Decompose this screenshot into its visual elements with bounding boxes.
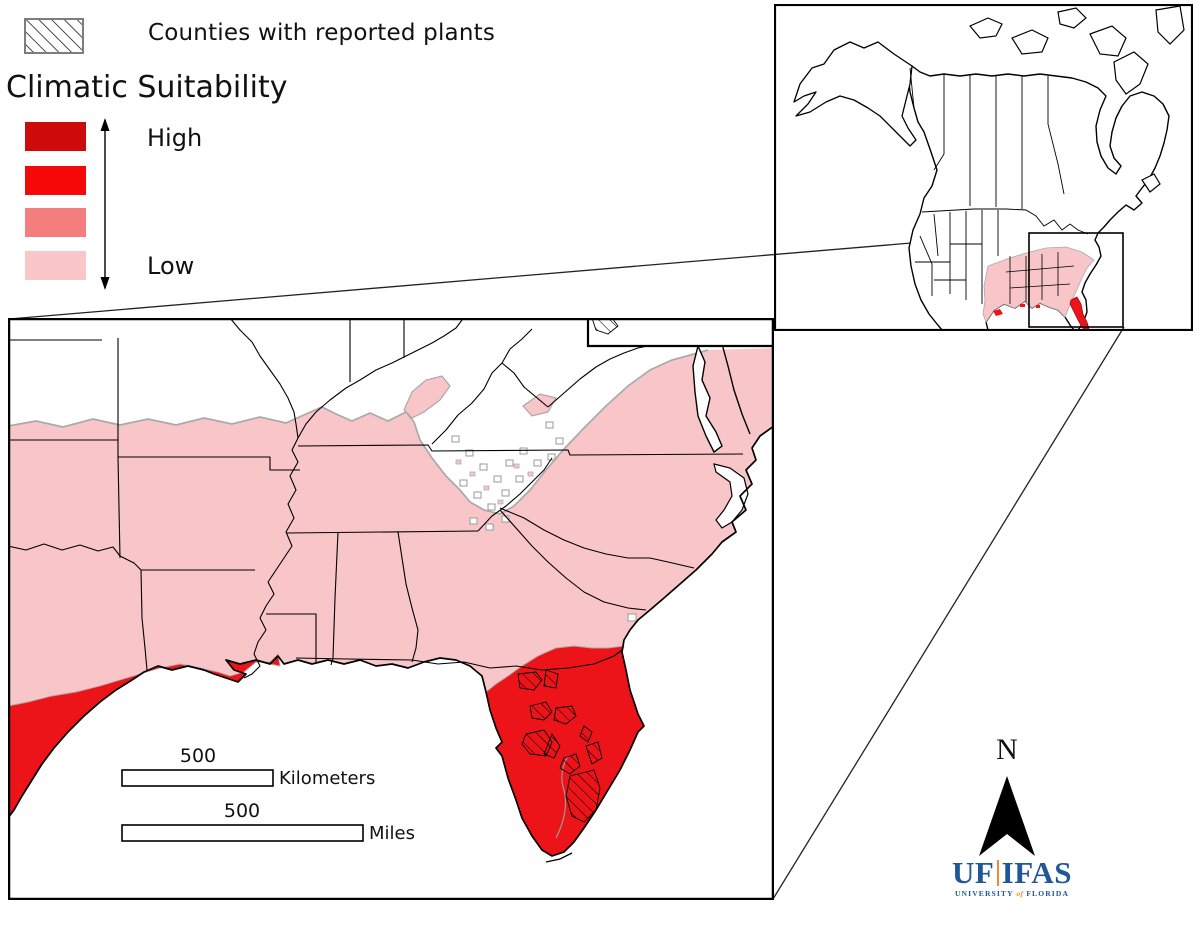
logo-tagline-university: UNIVERSITY — [954, 889, 1014, 898]
inset-se-state-lines — [1005, 252, 1075, 304]
main-map: 500 Kilometers 500 Miles — [8, 318, 774, 900]
low-suitability-patch — [403, 375, 451, 419]
alaska-outline — [793, 41, 917, 147]
inset-low-suitability — [982, 246, 1095, 323]
state-boundaries — [8, 318, 744, 679]
florida-keys — [545, 852, 573, 863]
coastline — [8, 425, 774, 857]
inset-extent-box — [1028, 232, 1124, 328]
frame-notch-border — [586, 318, 774, 348]
logo-tagline-florida: FLORIDA — [1026, 889, 1070, 898]
unsuitable-speckles — [451, 421, 637, 622]
north-label: N — [996, 733, 1018, 766]
ramp-swatch-med-high — [25, 166, 86, 195]
logo-ifas: IFAS — [1001, 855, 1072, 890]
ramp-swatch-med-low — [25, 208, 86, 237]
logo-divider-bar — [997, 860, 999, 886]
north-america-outline — [907, 65, 1170, 331]
scale-bar-miles: 500 Miles — [121, 800, 415, 844]
reported-counties-hatched — [517, 318, 619, 823]
low-suitability-patch — [522, 393, 557, 417]
high-suitability-florida — [485, 645, 645, 857]
uf-ifas-logo: UF IFAS UNIVERSITY of FLORIDA — [952, 855, 1072, 898]
suitability-ramp — [25, 122, 86, 282]
ramp-high-label: High — [147, 124, 203, 152]
ramp-low-label: Low — [147, 252, 195, 280]
outer-banks-sound — [713, 463, 749, 529]
north-arrow-icon — [979, 776, 1035, 856]
frame-notch — [588, 318, 774, 346]
inset-frame — [774, 4, 1193, 331]
delmarva-coast — [721, 343, 751, 435]
suitable-speckles — [455, 459, 534, 505]
scale-bar-kilometers: 500 Kilometers — [121, 745, 375, 789]
inset-high-suitability-coast-dots — [993, 304, 1040, 316]
logo-uf: UF — [952, 855, 995, 890]
reported-counties-label: Counties with reported plants — [148, 20, 496, 46]
chesapeake-bay — [692, 343, 723, 454]
legend-title: Climatic Suitability — [6, 70, 288, 105]
logo-tagline-of: of — [1016, 889, 1024, 898]
suitability-boundary — [8, 349, 709, 515]
reported-counties-swatch — [24, 18, 84, 54]
scale-mi-value: 500 — [224, 800, 260, 822]
main-map-frame — [8, 318, 774, 900]
arctic-islands — [969, 5, 1185, 193]
ramp-swatch-high — [25, 122, 86, 151]
scale-km-value: 500 — [180, 745, 216, 767]
scale-km-unit: Kilometers — [279, 768, 375, 789]
inset-overview-map — [774, 4, 1193, 331]
ramp-arrow-icon — [100, 118, 110, 290]
ramp-swatch-low — [25, 251, 86, 280]
inset-admin-lines — [909, 67, 1089, 304]
scale-mi-unit: Miles — [369, 823, 415, 844]
logo-tagline: UNIVERSITY of FLORIDA — [952, 889, 1072, 898]
